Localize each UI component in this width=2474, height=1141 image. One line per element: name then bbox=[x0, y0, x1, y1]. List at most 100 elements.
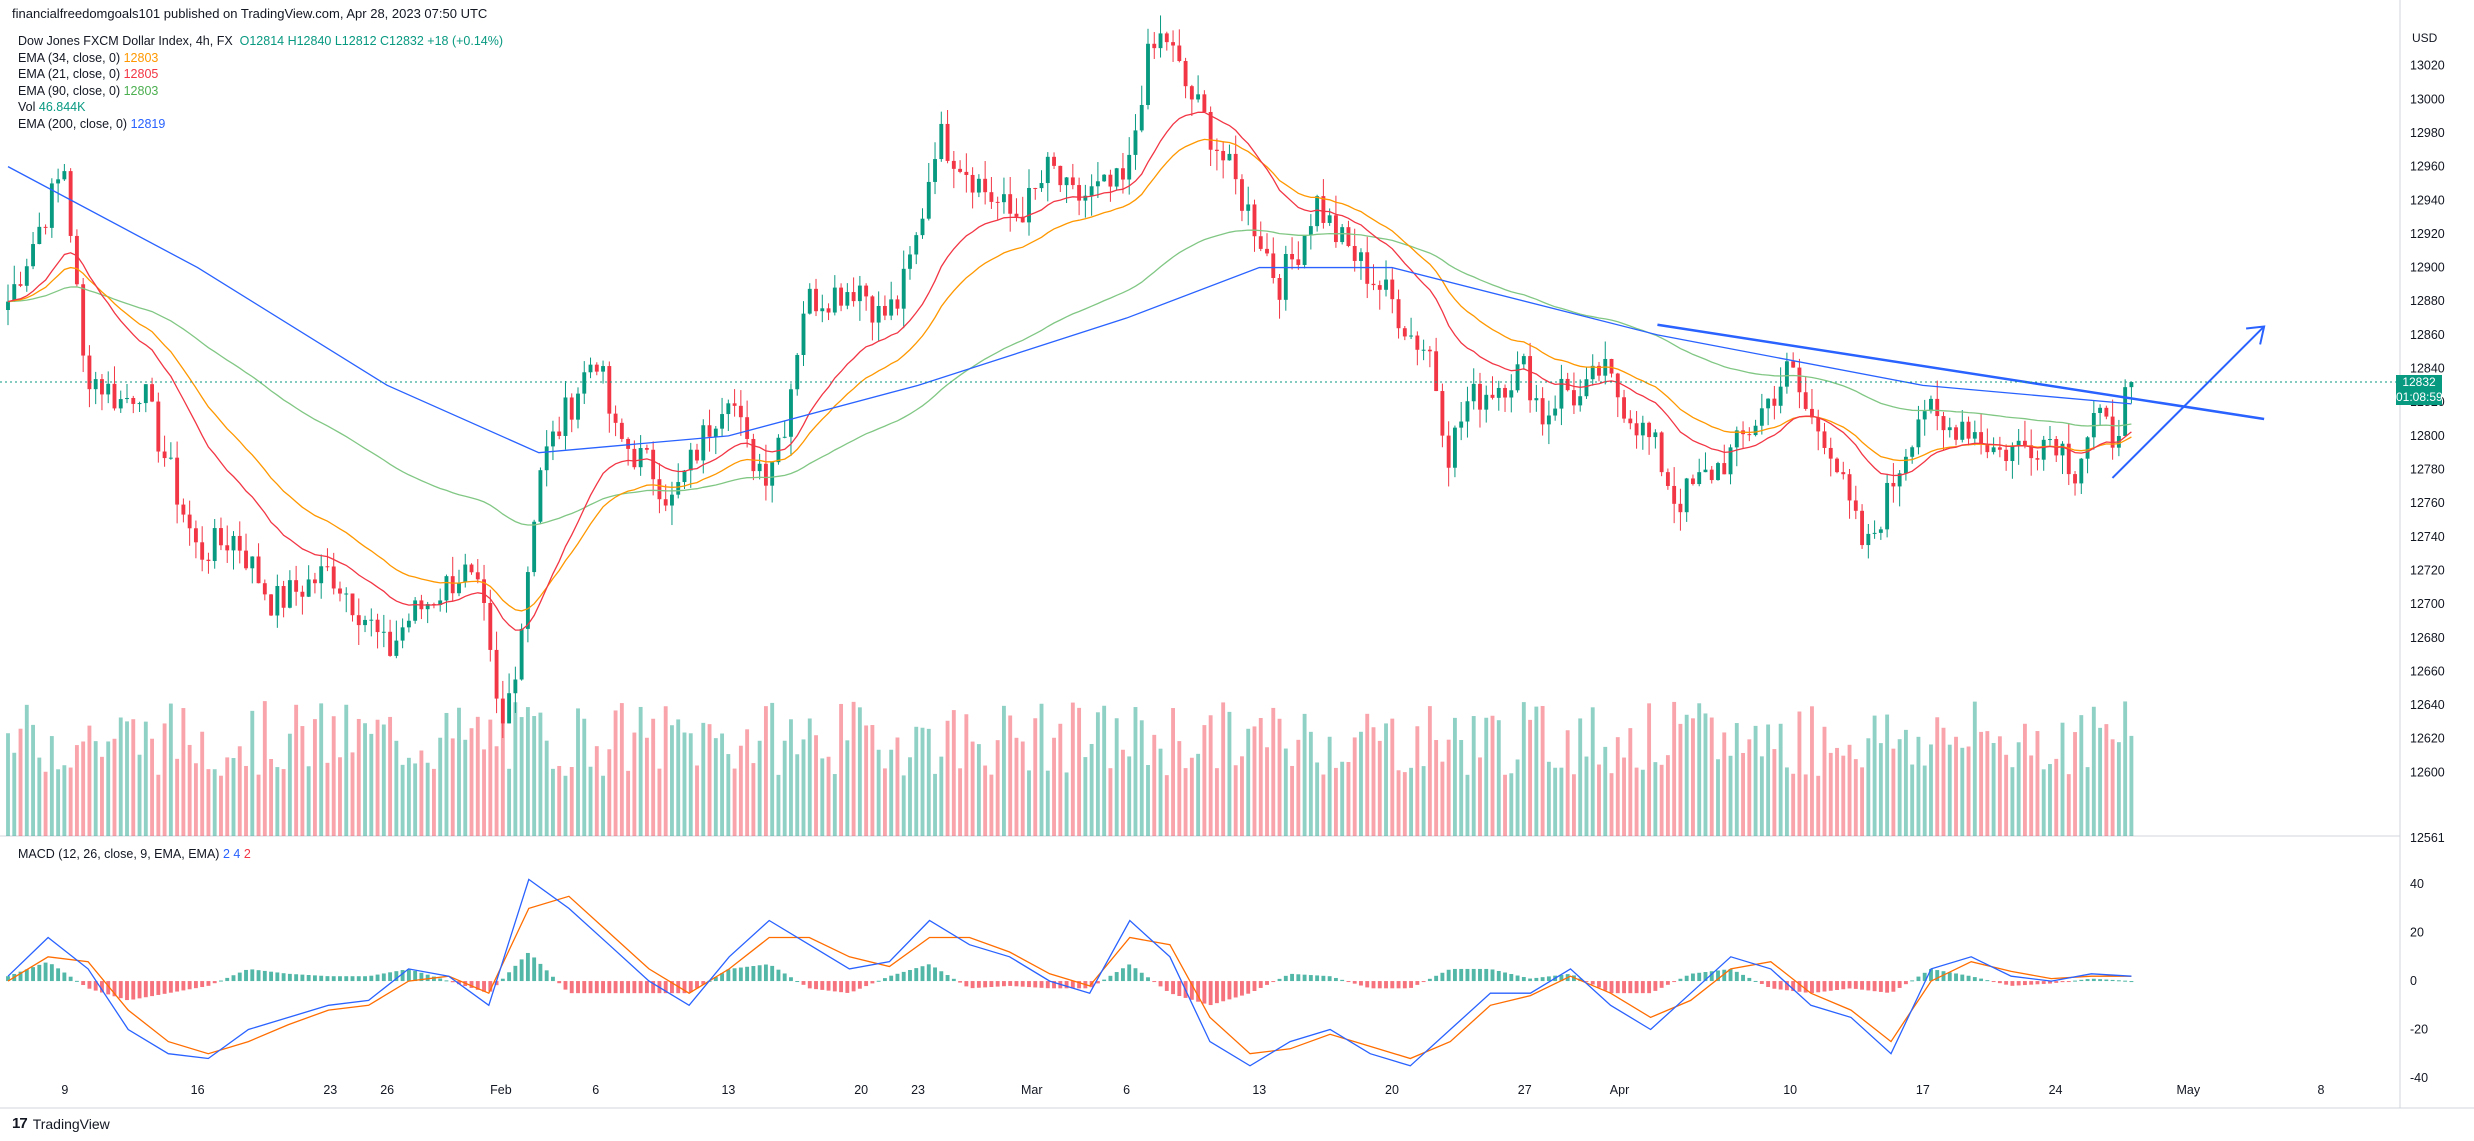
volume-bar bbox=[569, 767, 574, 836]
candle-body bbox=[1177, 45, 1182, 62]
macd-legend[interactable]: MACD (12, 26, close, 9, EMA, EMA) 2 4 2 bbox=[18, 847, 251, 861]
histogram-value: 2 bbox=[243, 847, 251, 861]
volume-bar bbox=[1308, 731, 1313, 836]
macd-histogram-bar bbox=[951, 978, 956, 982]
candle-body bbox=[2079, 458, 2084, 484]
candle-body bbox=[770, 462, 775, 486]
macd-histogram-bar bbox=[43, 962, 48, 982]
candle-body bbox=[2066, 443, 2071, 475]
macd-histogram-bar bbox=[1233, 981, 1238, 998]
candle-body bbox=[1396, 299, 1401, 329]
candle-body bbox=[1296, 259, 1301, 265]
candle-body bbox=[1941, 416, 1946, 431]
drawings[interactable] bbox=[0, 323, 2400, 479]
candle-body bbox=[713, 428, 718, 437]
volume-bar bbox=[876, 749, 881, 836]
volume-bar bbox=[181, 708, 186, 836]
footer-brand[interactable]: 17 TradingView bbox=[12, 1115, 110, 1132]
macd-histogram-bar bbox=[1171, 981, 1175, 995]
ema90-row[interactable]: EMA (90, close, 0) 12803 bbox=[18, 83, 503, 100]
macd-tick-label: -20 bbox=[2410, 1022, 2428, 1036]
macd-histogram-bar bbox=[1114, 972, 1119, 982]
macd-histogram-bar bbox=[682, 981, 687, 994]
macd-histogram-bar bbox=[1133, 968, 1138, 982]
ema34-row[interactable]: EMA (34, close, 0) 12803 bbox=[18, 50, 503, 67]
candle-body bbox=[532, 521, 537, 573]
macd-histogram-bar bbox=[845, 981, 850, 993]
candle-body bbox=[1246, 204, 1251, 211]
price-tick-label: 12720 bbox=[2410, 563, 2445, 577]
candle-body bbox=[626, 438, 631, 449]
macd-histogram-bar bbox=[338, 976, 342, 982]
symbol-row[interactable]: Dow Jones FXCM Dollar Index, 4h, FX O128… bbox=[18, 33, 503, 50]
volume-bar bbox=[1772, 749, 1777, 836]
candle-body bbox=[939, 123, 944, 160]
macd-histogram-bar bbox=[93, 981, 98, 991]
candle-body bbox=[745, 417, 750, 439]
candle-body bbox=[569, 397, 574, 420]
volume-bar bbox=[1722, 732, 1727, 836]
volume-bar bbox=[1377, 740, 1382, 836]
time-tick-label: Mar bbox=[1021, 1083, 1043, 1097]
candle-body bbox=[958, 168, 963, 172]
candle-body bbox=[601, 366, 605, 372]
volume-bar bbox=[1528, 719, 1533, 836]
candle-body bbox=[394, 640, 399, 656]
candle-body bbox=[1327, 215, 1332, 223]
candle-body bbox=[914, 235, 919, 255]
candle-body bbox=[2098, 407, 2103, 413]
macd-histogram-bar bbox=[1246, 981, 1251, 994]
candle-body bbox=[1521, 356, 1526, 365]
volume-bar bbox=[1164, 775, 1169, 836]
volume-bar bbox=[701, 722, 706, 836]
candle-body bbox=[613, 413, 618, 423]
volume-bar bbox=[1496, 720, 1501, 836]
volume-row[interactable]: Vol 46.844K bbox=[18, 99, 503, 116]
price-tick-label: 13000 bbox=[2410, 92, 2445, 106]
macd-histogram-bar bbox=[1922, 972, 1927, 982]
macd-histogram-bar bbox=[2104, 979, 2109, 982]
volume-bar bbox=[319, 703, 324, 836]
ema200-row[interactable]: EMA (200, close, 0) 12819 bbox=[18, 116, 503, 133]
volume-bar bbox=[1697, 703, 1702, 836]
volume-bar bbox=[325, 762, 330, 836]
macd-histogram-bar bbox=[1716, 970, 1720, 982]
candle-body bbox=[1033, 187, 1038, 189]
macd-histogram-bar bbox=[1584, 981, 1589, 983]
candle-body bbox=[12, 284, 17, 302]
candle-body bbox=[1221, 150, 1226, 161]
macd-histogram-bar bbox=[720, 973, 725, 982]
macd-tick-label: 0 bbox=[2410, 974, 2417, 988]
candle-body bbox=[256, 556, 261, 584]
volume-bar bbox=[525, 707, 530, 836]
macd-histogram-bar bbox=[588, 981, 593, 994]
volume-bar bbox=[500, 723, 505, 836]
macd-histogram-bar bbox=[1597, 981, 1601, 988]
ema90-label: EMA (90, close, 0) bbox=[18, 83, 121, 98]
macd-histogram-bar bbox=[475, 981, 480, 990]
volume-bar bbox=[1572, 774, 1576, 836]
volume-bar bbox=[1628, 728, 1633, 836]
volume-bar bbox=[87, 725, 92, 836]
macd-histogram-bar bbox=[37, 964, 42, 982]
macd-histogram-bar bbox=[394, 971, 399, 982]
candle-body bbox=[538, 470, 543, 522]
volume-bar bbox=[1196, 753, 1201, 836]
candle-body bbox=[2060, 443, 2065, 456]
macd-histogram-bar bbox=[438, 978, 443, 982]
candle-body bbox=[400, 627, 405, 641]
ema21-row[interactable]: EMA (21, close, 0) 12805 bbox=[18, 66, 503, 83]
macd-histogram-bar bbox=[1108, 975, 1113, 982]
volume-bar bbox=[1985, 731, 1990, 836]
macd-histogram-bar bbox=[1033, 981, 1038, 988]
volume-bar bbox=[638, 706, 643, 836]
volume-bar bbox=[6, 733, 10, 836]
candle-body bbox=[2035, 458, 2040, 460]
volume-bar bbox=[425, 762, 430, 836]
volume-bar bbox=[338, 757, 342, 836]
candle-body bbox=[507, 693, 512, 724]
candle-body bbox=[1315, 196, 1320, 227]
macd-histogram-bar bbox=[1503, 972, 1507, 982]
candle-body bbox=[594, 364, 599, 372]
